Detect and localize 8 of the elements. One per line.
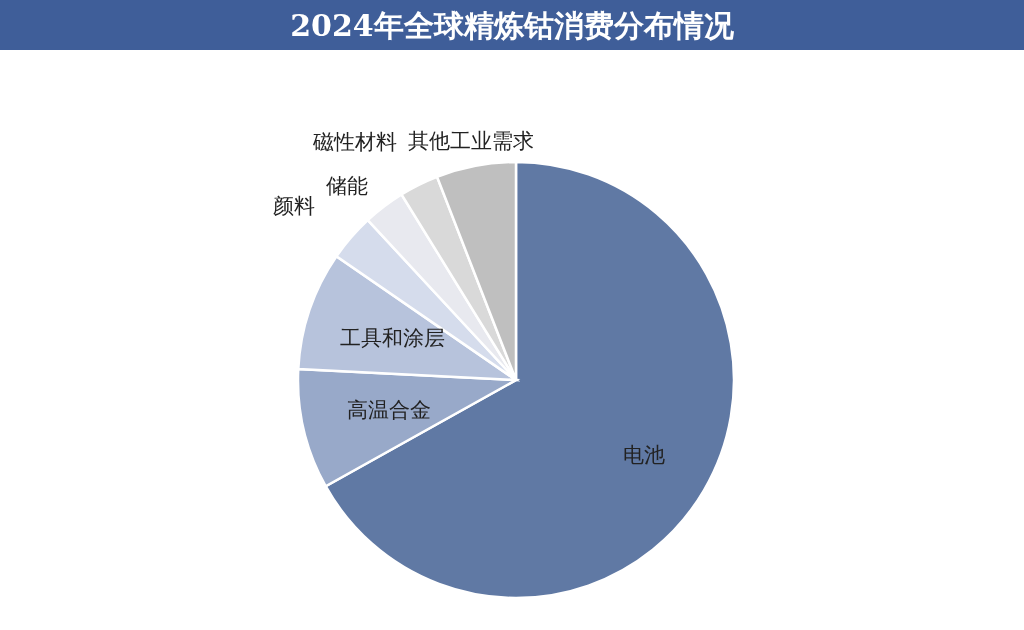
slice-label: 储能 (326, 174, 369, 199)
slice-label: 高温合金 (346, 398, 431, 423)
slice-label: 颜料 (272, 194, 315, 219)
slice-label: 工具和涂层 (339, 326, 445, 351)
chart-title: 2024年全球精炼钴消费分布情况 (290, 8, 735, 43)
slice-label: 其他工业需求 (408, 128, 535, 153)
slice-label: 磁性材料 (312, 130, 398, 155)
slice-label: 电池 (622, 443, 665, 468)
